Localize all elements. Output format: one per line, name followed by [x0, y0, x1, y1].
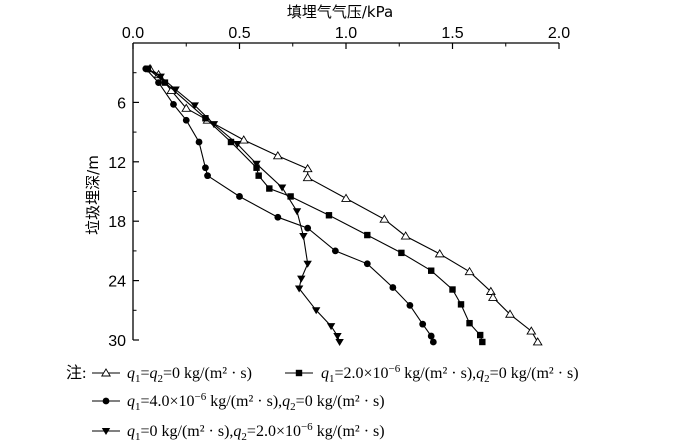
data-point — [389, 284, 397, 291]
data-point — [287, 193, 294, 200]
x-tick-label: 2.0 — [548, 25, 570, 42]
data-point — [304, 224, 312, 232]
legend-item-1: q1=q2=0 kg/(m² · s) — [127, 365, 252, 385]
data-point — [526, 326, 537, 335]
y-tick-label: 24 — [108, 274, 126, 291]
data-point — [190, 102, 199, 110]
data-point — [195, 138, 203, 146]
data-point — [272, 150, 283, 160]
data-point — [204, 172, 211, 180]
data-point — [428, 267, 435, 274]
data-point — [266, 185, 273, 192]
x-axis-title: 填埋气气压/kPa — [287, 3, 393, 21]
data-point — [170, 100, 177, 108]
data-point — [333, 333, 342, 341]
series-line — [149, 68, 539, 343]
data-point — [400, 231, 411, 240]
data-point — [479, 338, 486, 346]
data-point — [419, 320, 427, 328]
data-point — [532, 337, 543, 346]
x-tick-label: 0.5 — [228, 25, 250, 42]
data-point — [181, 103, 192, 112]
data-point — [255, 172, 262, 179]
legend-swatch-marker — [101, 428, 111, 435]
series-4 — [143, 65, 344, 346]
series-3 — [142, 65, 437, 346]
data-point — [303, 260, 312, 268]
data-point — [236, 193, 243, 200]
x-tick-label: 1.5 — [441, 25, 463, 42]
data-point — [406, 301, 414, 309]
data-point — [325, 212, 333, 219]
data-point — [434, 248, 445, 258]
legend-swatch-marker — [102, 397, 110, 405]
data-point — [252, 160, 261, 168]
data-point — [155, 79, 162, 86]
data-point — [457, 301, 465, 308]
data-point — [171, 86, 180, 94]
data-point — [299, 233, 308, 241]
series-1 — [145, 63, 543, 346]
data-point — [464, 266, 475, 276]
data-point — [202, 115, 209, 122]
series-2 — [144, 65, 486, 346]
data-point — [143, 65, 153, 73]
data-point — [449, 286, 456, 293]
data-point — [487, 292, 498, 301]
data-point — [297, 275, 306, 283]
axes: 0.0 0.5 1.0 1.5 2.0 6 12 18 24 30 — [108, 25, 570, 350]
y-tick-label: 6 — [117, 95, 126, 112]
data-point — [476, 331, 484, 339]
data-point — [505, 309, 516, 318]
series-group — [142, 63, 543, 346]
legend-swatch-marker — [295, 369, 303, 377]
data-point — [274, 213, 282, 221]
data-point — [294, 285, 304, 293]
legend-item-4: q1=0 kg/(m² · s),q2=2.0×10−6 kg/(m² · s) — [127, 421, 385, 443]
data-point — [202, 164, 209, 172]
data-point — [341, 193, 351, 202]
data-point — [429, 338, 437, 346]
data-point — [326, 323, 336, 331]
series-line — [147, 68, 341, 343]
data-point — [311, 307, 321, 315]
y-tick-label: 18 — [108, 214, 126, 231]
data-point — [363, 260, 371, 268]
data-point — [466, 319, 473, 327]
y-tick-label: 30 — [108, 333, 126, 350]
legend-item-3: q1=4.0×10−6 kg/(m² · s),q2=0 kg/(m² · s) — [127, 391, 385, 413]
data-point — [209, 121, 219, 129]
data-point — [398, 249, 405, 257]
data-point — [379, 214, 390, 223]
data-point — [364, 231, 371, 239]
data-point — [331, 247, 339, 255]
x-tick-label: 0.0 — [122, 25, 144, 42]
data-point — [233, 140, 242, 148]
series-line — [147, 68, 483, 343]
y-tick-label: 12 — [108, 155, 126, 172]
data-point — [238, 135, 249, 144]
y-axis-title: 垃圾埋深/m — [84, 155, 102, 235]
x-tick-label: 1.0 — [335, 25, 357, 42]
data-point — [335, 338, 344, 346]
data-point — [302, 172, 313, 182]
data-point — [427, 332, 435, 340]
legend-swatch-marker — [101, 368, 111, 377]
data-point — [161, 79, 169, 86]
data-point — [227, 138, 235, 146]
data-point — [292, 208, 302, 216]
data-point — [156, 73, 165, 81]
data-point — [182, 116, 190, 124]
data-point — [277, 184, 287, 192]
data-point — [302, 163, 313, 173]
legend-item-2: q1=2.0×10−6 kg/(m² · s),q2=0 kg/(m² · s) — [321, 363, 579, 385]
legend: 注: q1=q2=0 kg/(m² · s) q1=2.0×10−6 kg/(m² … — [66, 363, 579, 443]
legend-prefix: 注: — [66, 364, 86, 382]
